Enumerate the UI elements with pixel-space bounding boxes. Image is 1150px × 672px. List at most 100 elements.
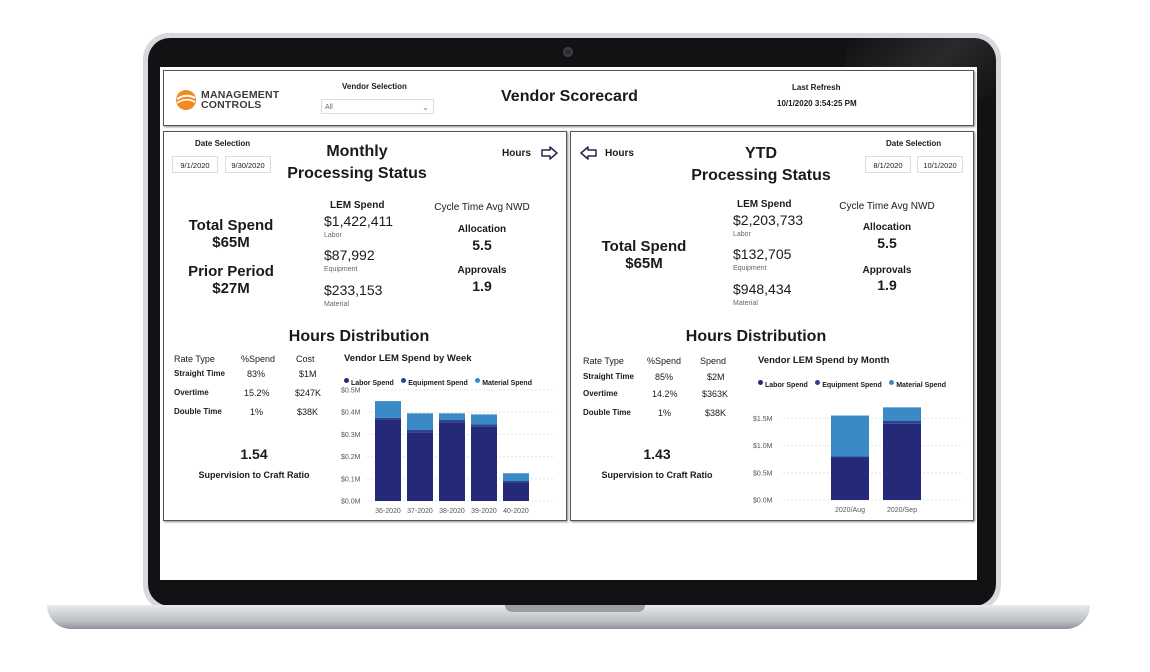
bar-segment-equipment-spend[interactable] <box>375 417 401 420</box>
monthly-allocation-label: Allocation <box>457 224 507 235</box>
monthly-ratio-value: 1.54 <box>240 446 268 462</box>
rate-pct-cell: 85% <box>655 372 674 382</box>
bar-segment-labor-spend[interactable] <box>883 423 921 500</box>
monthly-approvals-label: Approvals <box>457 265 507 276</box>
vendor-selection-label: Vendor Selection <box>342 82 407 91</box>
arrow-right-icon[interactable] <box>541 146 559 160</box>
bar-segment-material-spend[interactable] <box>407 413 433 430</box>
rate-type-cell: Straight Time <box>174 369 225 378</box>
bar-segment-material-spend[interactable] <box>503 473 529 482</box>
rate-pct-cell: 1% <box>250 407 264 417</box>
bar-segment-equipment-spend[interactable] <box>407 429 433 433</box>
logo-line-2: CONTROLS <box>201 99 262 111</box>
bar-segment-equipment-spend[interactable] <box>503 481 529 483</box>
bar-segment-labor-spend[interactable] <box>471 426 497 501</box>
x-tick-label: 2020/Sep <box>887 507 917 514</box>
legend-equipment: Equipment Spend <box>822 382 882 389</box>
ytd-labor-value: $2,203,733 <box>733 212 804 228</box>
rate-type-cell: Overtime <box>174 388 209 397</box>
bar-segment-equipment-spend[interactable] <box>831 456 869 458</box>
ytd-lem-spend-label: LEM Spend <box>737 199 792 210</box>
monthly-material-label: Material <box>324 301 349 308</box>
ytd-ratio-label: Supervision to Craft Ratio <box>601 470 713 480</box>
x-tick-label: 37-2020 <box>407 508 433 515</box>
ytd-total-spend: Total Spend $65M <box>589 238 699 272</box>
monthly-material-value: $233,153 <box>324 282 383 298</box>
monthly-title-line2: Processing Status <box>287 165 427 182</box>
y-tick-label: $0.1M <box>341 476 361 483</box>
monthly-chart-legend: Labor Spend Equipment Spend Material Spe… <box>344 372 532 390</box>
bar-segment-equipment-spend[interactable] <box>439 419 465 423</box>
monthly-labor-value: $1,422,411 <box>324 213 394 229</box>
legend-material: Material Spend <box>482 380 532 387</box>
ytd-chart-legend: Labor Spend Equipment Spend Material Spe… <box>758 374 946 392</box>
legend-equipment: Equipment Spend <box>408 380 468 387</box>
monthly-rate-header-type: Rate Type <box>174 354 215 364</box>
bar-segment-equipment-spend[interactable] <box>883 420 921 424</box>
bar-segment-material-spend[interactable] <box>375 401 401 418</box>
y-tick-label: $0.2M <box>341 454 361 461</box>
x-tick-label: 36-2020 <box>375 508 401 515</box>
ytd-labor-label: Labor <box>733 231 751 238</box>
legend-swatch-labor <box>344 378 349 384</box>
legend-material: Material Spend <box>896 382 946 389</box>
legend-labor: Labor Spend <box>351 380 394 387</box>
monthly-ratio-label: Supervision to Craft Ratio <box>198 470 310 480</box>
x-tick-label: 2020/Aug <box>835 507 865 514</box>
bar-segment-material-spend[interactable] <box>831 415 869 457</box>
vendor-selection-value: All <box>325 104 333 111</box>
logo-line-1: MANAGEMENT <box>201 89 280 101</box>
bar-segment-material-spend[interactable] <box>439 413 465 420</box>
bar-segment-material-spend[interactable] <box>471 414 497 425</box>
monthly-equipment-label: Equipment <box>324 266 358 273</box>
x-tick-label: 40-2020 <box>503 508 529 515</box>
arrow-left-icon[interactable] <box>579 146 597 160</box>
chevron-down-icon: ⌄ <box>422 103 429 112</box>
y-tick-label: $0.4M <box>341 410 361 417</box>
monthly-chart-title: Vendor LEM Spend by Week <box>344 353 472 364</box>
ytd-approvals-label: Approvals <box>862 265 912 276</box>
ytd-approvals-value: 1.9 <box>877 277 897 293</box>
monthly-date-end[interactable]: 9/30/2020 <box>225 156 271 173</box>
bar-segment-labor-spend[interactable] <box>407 432 433 501</box>
x-tick-label: 38-2020 <box>439 508 465 515</box>
rate-type-cell: Double Time <box>583 408 631 417</box>
laptop-notch <box>505 605 645 612</box>
legend-swatch-labor <box>758 380 763 386</box>
vendor-selection-dropdown[interactable]: All ⌄ <box>321 99 434 114</box>
ytd-allocation-label: Allocation <box>862 222 912 233</box>
monthly-hours-nav-label[interactable]: Hours <box>502 148 531 159</box>
monthly-date-start[interactable]: 9/1/2020 <box>172 156 218 173</box>
ytd-allocation-value: 5.5 <box>877 235 897 251</box>
ytd-rate-header-type: Rate Type <box>583 356 624 366</box>
last-refresh-label: Last Refresh <box>792 83 841 92</box>
bar-segment-material-spend[interactable] <box>883 407 921 421</box>
rate-pct-cell: 1% <box>658 408 672 418</box>
monthly-rate-header-pct: %Spend <box>241 354 276 364</box>
monthly-cycle-label: Cycle Time Avg NWD <box>434 202 530 213</box>
monthly-title-line1: Monthly <box>326 143 388 160</box>
ytd-total-spend-label: Total Spend <box>601 238 687 255</box>
y-tick-label: $1.0M <box>753 443 773 450</box>
rate-cost-cell: $38K <box>297 407 319 417</box>
rate-pct-cell: 83% <box>247 369 266 379</box>
bar-segment-labor-spend[interactable] <box>375 419 401 501</box>
bar-segment-labor-spend[interactable] <box>831 457 869 500</box>
monthly-prior-period: Prior Period $27M <box>176 263 286 297</box>
rate-pct-cell: 15.2% <box>244 388 270 398</box>
bar-segment-labor-spend[interactable] <box>503 482 529 501</box>
ytd-date-end[interactable]: 10/1/2020 <box>917 156 963 173</box>
monthly-total-spend-label: Total Spend <box>188 217 274 234</box>
bar-segment-equipment-spend[interactable] <box>471 424 497 427</box>
ytd-rate-header-pct: %Spend <box>647 356 682 366</box>
ytd-date-start[interactable]: 8/1/2020 <box>865 156 911 173</box>
monthly-panel: Date Selection 9/1/2020 9/30/2020 Monthl… <box>163 131 567 521</box>
ytd-hours-nav-label[interactable]: Hours <box>605 148 634 159</box>
y-tick-label: $0.5M <box>341 388 361 395</box>
bar-segment-labor-spend[interactable] <box>439 422 465 501</box>
rate-type-cell: Double Time <box>174 407 222 416</box>
dashboard-screen: MANAGEMENT CONTROLS Vendor Selection All… <box>160 67 977 580</box>
monthly-hours-title: Hours Distribution <box>288 328 430 345</box>
monthly-prior-period-label: Prior Period <box>188 263 274 280</box>
ytd-equipment-label: Equipment <box>733 265 767 272</box>
